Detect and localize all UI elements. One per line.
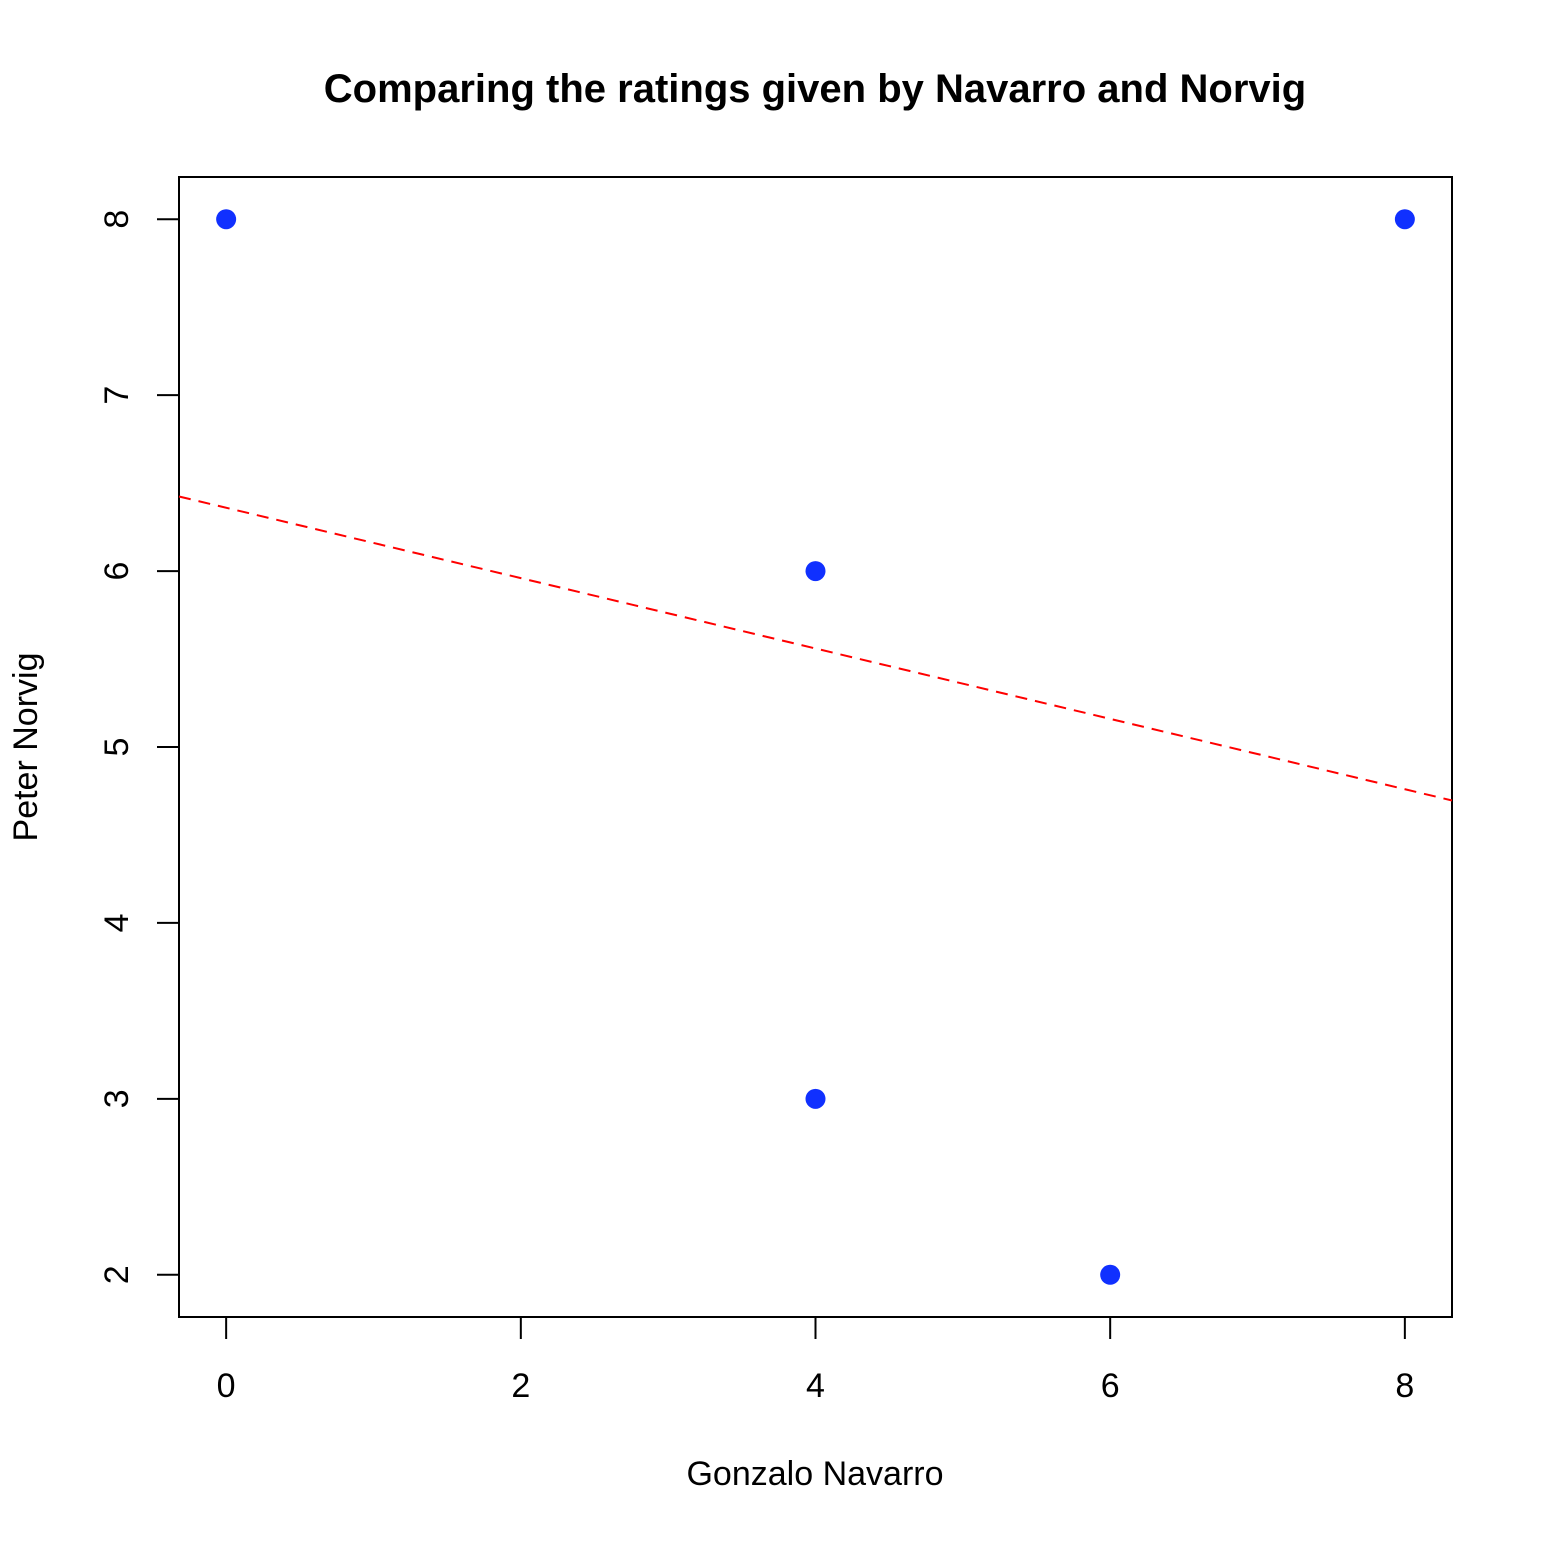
regression-line-layer [178, 495, 1453, 802]
y-tick-label: 2 [98, 1265, 136, 1284]
x-tick-label: 6 [1101, 1367, 1120, 1405]
data-point [1100, 1264, 1121, 1285]
regression-line [178, 495, 1453, 802]
x-axis-ticks: 0 2 4 6 8 [217, 1317, 1414, 1405]
data-point [216, 209, 237, 230]
x-tick-label: 8 [1395, 1367, 1414, 1405]
x-tick-label: 2 [511, 1367, 530, 1405]
y-tick-label: 3 [98, 1089, 136, 1108]
data-point [1394, 209, 1415, 230]
y-axis-ticks: 2 3 4 5 6 7 8 [98, 210, 179, 1284]
chart-title: Comparing the ratings given by Navarro a… [324, 67, 1306, 111]
y-tick-label: 8 [98, 210, 136, 229]
plot-frame [178, 176, 1453, 1318]
y-tick-label: 6 [98, 562, 136, 581]
data-point [805, 1088, 826, 1109]
data-points [216, 209, 1415, 1285]
y-axis-label: Peter Norvig [7, 653, 45, 842]
y-tick-label: 7 [98, 386, 136, 405]
y-tick-label: 4 [98, 913, 136, 932]
x-tick-label: 0 [217, 1367, 236, 1405]
data-point [805, 561, 826, 582]
y-tick-label: 5 [98, 738, 136, 757]
x-axis-label: Gonzalo Navarro [686, 1455, 943, 1493]
x-tick-label: 4 [806, 1367, 825, 1405]
